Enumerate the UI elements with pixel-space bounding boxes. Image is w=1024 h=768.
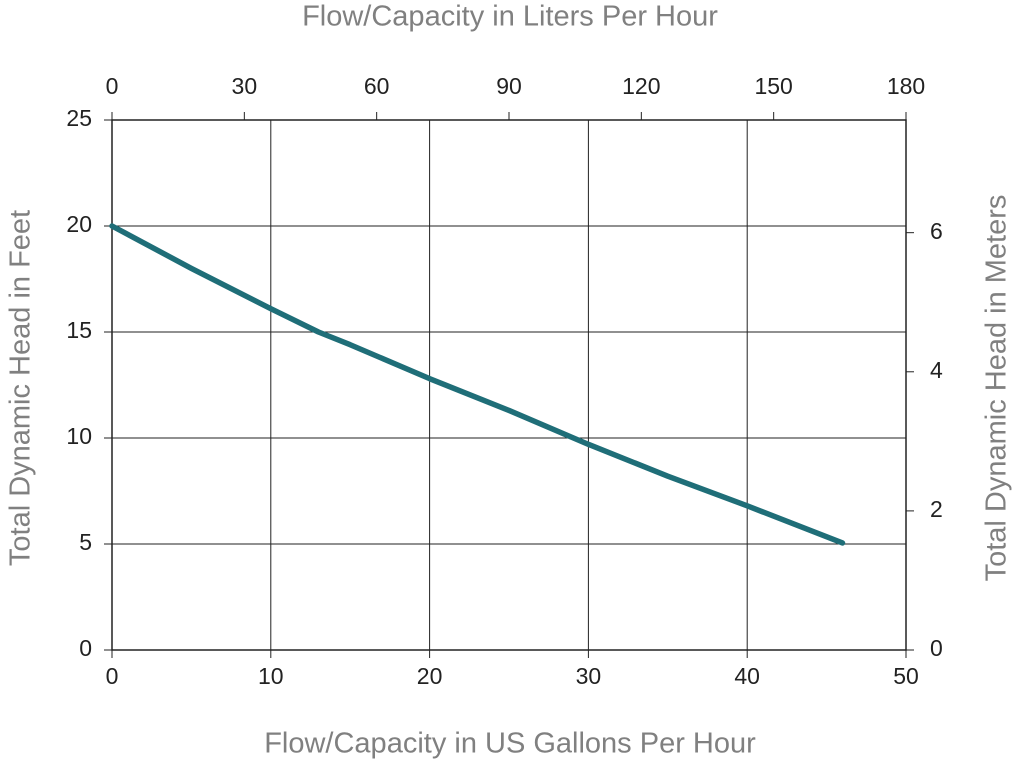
x2-tick-label: 0 (106, 73, 119, 99)
x-axis-title: Flow/Capacity in US Gallons Per Hour (264, 728, 756, 760)
x2-tick-label: 60 (364, 73, 390, 99)
x-tick-label: 40 (734, 663, 760, 689)
x2-tick-label: 120 (622, 73, 660, 99)
plot-frame (111, 119, 907, 651)
x-tick-label: 10 (258, 663, 284, 689)
y2-axis-title: Total Dynamic Head in Meters (981, 195, 1013, 582)
y-tick-label: 5 (79, 529, 92, 555)
y-tick-label: 20 (66, 211, 92, 237)
x-tick-label: 30 (576, 663, 602, 689)
y2-tick-label: 6 (930, 218, 943, 244)
y2-tick-label: 4 (930, 357, 943, 383)
data-line (109, 223, 846, 546)
x2-axis-title: Flow/Capacity in Liters Per Hour (302, 1, 718, 33)
y2-tick-label: 0 (930, 635, 943, 661)
y2-tick-label: 2 (930, 496, 943, 522)
x-tick-label: 20 (417, 663, 443, 689)
y-tick-label: 10 (66, 423, 92, 449)
x-tick-label: 0 (106, 663, 119, 689)
y-tick-label: 25 (66, 105, 92, 131)
x2-tick-label: 180 (887, 73, 925, 99)
x-tick-label: 50 (893, 663, 919, 689)
y-tick-label: 15 (66, 317, 92, 343)
x2-tick-label: 150 (754, 73, 792, 99)
y-axis-title: Total Dynamic Head in Feet (5, 210, 37, 566)
y-tick-label: 0 (79, 635, 92, 661)
x2-tick-label: 90 (496, 73, 522, 99)
x2-tick-label: 30 (232, 73, 258, 99)
